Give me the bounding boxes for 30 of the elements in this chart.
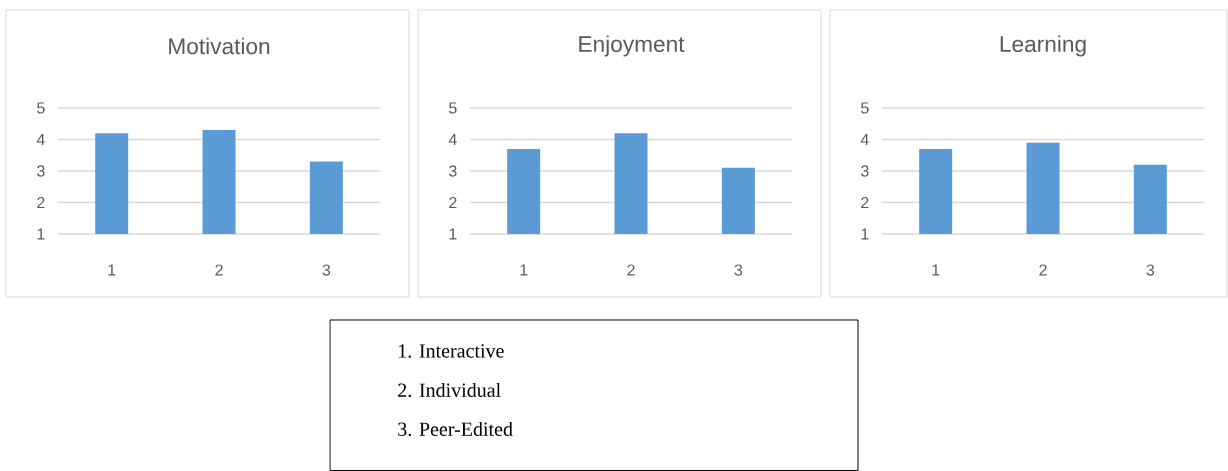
y-tick-label: 2 <box>861 196 869 209</box>
x-tick-label: 3 <box>734 264 743 276</box>
text: 2. Individual <box>398 382 501 398</box>
chart-title: Enjoyment <box>579 35 685 57</box>
y-tick-label: 5 <box>449 102 457 114</box>
y-tick-label: 3 <box>449 165 457 177</box>
x-tick-label: 3 <box>1146 264 1155 276</box>
y-tick-label: 1 <box>37 228 45 240</box>
x-tick-label: 1 <box>520 264 528 276</box>
x-tick-label: 2 <box>1039 264 1047 276</box>
y-tick-label: 5 <box>37 102 45 114</box>
x-tick-label: 3 <box>322 264 331 276</box>
y-tick-label: 3 <box>861 165 869 177</box>
x-tick-label: 1 <box>932 264 940 276</box>
y-tick-label: 2 <box>37 196 45 209</box>
y-tick-label: 2 <box>449 196 457 209</box>
y-tick-label: 4 <box>860 134 869 145</box>
x-tick-label: 1 <box>108 264 116 276</box>
x-tick-label: 2 <box>215 264 223 276</box>
chart-title: Motivation <box>169 37 270 55</box>
y-tick-label: 1 <box>861 228 869 240</box>
y-tick-label: 5 <box>861 102 869 114</box>
text: 3. Peer-Edited <box>398 421 513 437</box>
x-tick-label: 2 <box>627 264 635 276</box>
y-tick-label: 4 <box>36 134 45 145</box>
y-tick-label: 4 <box>448 134 457 145</box>
chart-title: Learning <box>1000 35 1086 57</box>
y-tick-label: 1 <box>449 228 457 240</box>
y-tick-label: 3 <box>37 165 45 177</box>
text: 1. Interactive <box>399 344 504 358</box>
